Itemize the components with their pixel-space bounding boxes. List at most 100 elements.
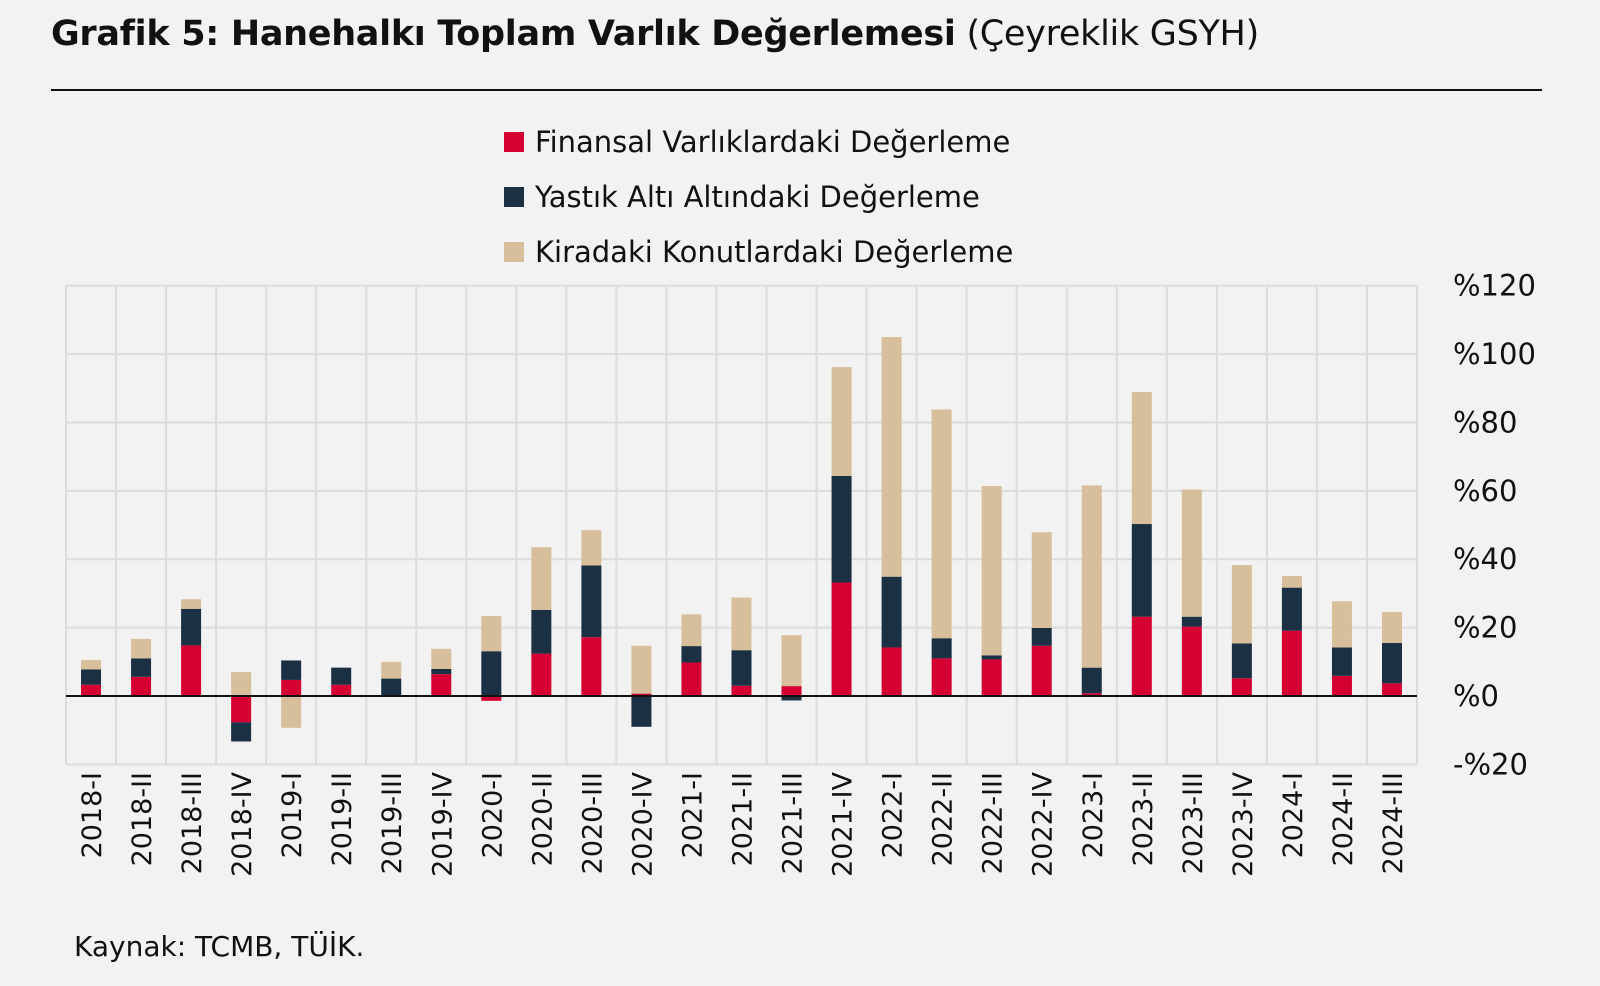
bar-segment-finansal xyxy=(1131,616,1152,697)
x-tick-label: 2023-I xyxy=(1078,772,1109,858)
legend-item-finansal: Finansal Varlıklardaki Değerleme xyxy=(504,114,1013,169)
bar-segment-yastik-alti xyxy=(581,565,602,638)
x-tick-label: 2021-IV xyxy=(828,771,859,876)
bar-segment-finansal xyxy=(931,658,952,697)
bar-segment-yastik-alti xyxy=(1231,643,1252,679)
bar-segment-kiradaki xyxy=(1381,611,1402,644)
bar-segment-kiradaki xyxy=(881,336,902,577)
bar-segment-kiradaki xyxy=(1031,532,1052,628)
legend-label: Finansal Varlıklardaki Değerleme xyxy=(535,124,1011,159)
bar-segment-yastik-alti xyxy=(381,678,402,697)
bar-segment-kiradaki xyxy=(1081,485,1102,668)
bar-segment-yastik-alti xyxy=(331,667,352,685)
bar-segment-yastik-alti xyxy=(1181,616,1202,627)
y-tick-label: %60 xyxy=(1453,474,1517,508)
bar-segment-finansal xyxy=(1081,693,1102,697)
bar-segment-yastik-alti xyxy=(131,658,152,677)
bar-segment-finansal xyxy=(681,662,702,697)
bar-segment-kiradaki xyxy=(631,645,652,694)
y-tick-label: -%20 xyxy=(1453,747,1528,781)
source-note: Kaynak: TCMB, TÜİK. xyxy=(74,930,365,963)
bar-segment-yastik-alti xyxy=(231,722,252,742)
bar-segment-kiradaki xyxy=(1281,575,1302,588)
bar-segment-kiradaki xyxy=(981,486,1002,656)
bar-segment-yastik-alti xyxy=(281,660,302,680)
y-tick-label: %20 xyxy=(1453,611,1517,645)
x-tick-label: 2021-II xyxy=(728,772,759,866)
bar-segment-kiradaki xyxy=(181,599,202,609)
x-tick-label: 2021-I xyxy=(677,772,708,858)
x-tick-label: 2022-IV xyxy=(1028,771,1059,876)
bar-segment-finansal xyxy=(1031,645,1052,697)
bar-segment-kiradaki xyxy=(431,648,452,670)
bar-segment-finansal xyxy=(181,645,202,697)
bar-segment-kiradaki xyxy=(1231,565,1252,644)
bar-segment-finansal xyxy=(781,686,802,697)
bar-segment-kiradaki xyxy=(531,547,552,610)
bar-segment-finansal xyxy=(331,684,352,697)
bar-segment-yastik-alti xyxy=(181,608,202,646)
y-tick-label: %120 xyxy=(1453,269,1536,303)
bar-segment-finansal xyxy=(281,679,302,697)
legend-item-kiradaki: Kiradaki Konutlardaki Değerleme xyxy=(504,224,1013,279)
y-tick-label: %80 xyxy=(1453,405,1517,439)
x-tick-label: 2023-II xyxy=(1128,772,1159,866)
legend-label: Yastık Altı Altındaki Değerleme xyxy=(535,179,980,214)
bar-segment-kiradaki xyxy=(1131,392,1152,525)
bar-segment-yastik-alti xyxy=(1381,643,1402,684)
x-tick-label: 2022-III xyxy=(978,772,1009,874)
y-tick-label: %100 xyxy=(1453,337,1536,371)
x-tick-label: 2019-IV xyxy=(427,771,458,876)
bar-segment-yastik-alti xyxy=(931,638,952,659)
bar-segment-yastik-alti xyxy=(531,609,552,654)
x-tick-label: 2024-II xyxy=(1328,772,1359,866)
bar-segment-finansal xyxy=(881,647,902,697)
x-tick-label: 2022-II xyxy=(928,772,959,866)
bar-segment-finansal xyxy=(1281,630,1302,697)
x-tick-label: 2019-III xyxy=(377,772,408,874)
x-tick-label: 2024-III xyxy=(1378,772,1409,874)
chart-title-main: Grafik 5: Hanehalkı Toplam Varlık Değerl… xyxy=(51,14,956,54)
x-tick-label: 2019-II xyxy=(327,772,358,866)
legend-swatch xyxy=(504,241,524,262)
bar-segment-kiradaki xyxy=(131,638,152,659)
bar-segment-kiradaki xyxy=(1181,489,1202,617)
bar-segment-kiradaki xyxy=(481,616,502,652)
bar-segment-kiradaki xyxy=(831,367,852,476)
legend-label: Kiradaki Konutlardaki Değerleme xyxy=(535,234,1014,269)
bar-segment-yastik-alti xyxy=(981,655,1002,660)
bar-segment-finansal xyxy=(831,582,852,697)
x-tick-label: 2019-I xyxy=(277,772,308,858)
bar-segment-yastik-alti xyxy=(831,475,852,583)
x-tick-label: 2018-I xyxy=(77,772,108,858)
bar-segment-finansal xyxy=(131,676,152,697)
x-tick-label: 2018-II xyxy=(127,772,158,866)
legend-swatch xyxy=(504,131,524,152)
x-tick-label: 2020-III xyxy=(577,772,608,874)
bar-segment-finansal xyxy=(531,653,552,697)
bar-segment-finansal xyxy=(1231,678,1252,697)
bar-segment-kiradaki xyxy=(231,672,252,697)
legend-item-yastik-alti: Yastık Altı Altındaki Değerleme xyxy=(504,169,1013,224)
bar-segment-kiradaki xyxy=(281,696,302,728)
bar-segment-yastik-alti xyxy=(1031,627,1052,646)
bar-segment-yastik-alti xyxy=(1331,647,1352,676)
legend: Finansal Varlıklardaki Değerleme Yastık … xyxy=(504,114,1013,279)
bar-segment-yastik-alti xyxy=(731,650,752,686)
bar-segment-yastik-alti xyxy=(781,696,802,701)
bar-segment-finansal xyxy=(981,659,1002,697)
bar-segment-finansal xyxy=(1331,675,1352,697)
x-tick-label: 2018-III xyxy=(177,772,208,874)
x-tick-label: 2018-IV xyxy=(227,771,258,876)
bar-segment-finansal xyxy=(581,637,602,697)
x-tick-label: 2021-III xyxy=(778,772,809,874)
x-tick-label: 2020-I xyxy=(477,772,508,858)
bar-segment-kiradaki xyxy=(681,614,702,647)
title-divider xyxy=(51,89,1542,91)
bar-segment-finansal xyxy=(481,696,502,701)
bar-segment-kiradaki xyxy=(781,635,802,687)
bar-segment-kiradaki xyxy=(931,409,952,639)
bar-segment-yastik-alti xyxy=(431,669,452,675)
bar-segment-yastik-alti xyxy=(81,669,102,685)
